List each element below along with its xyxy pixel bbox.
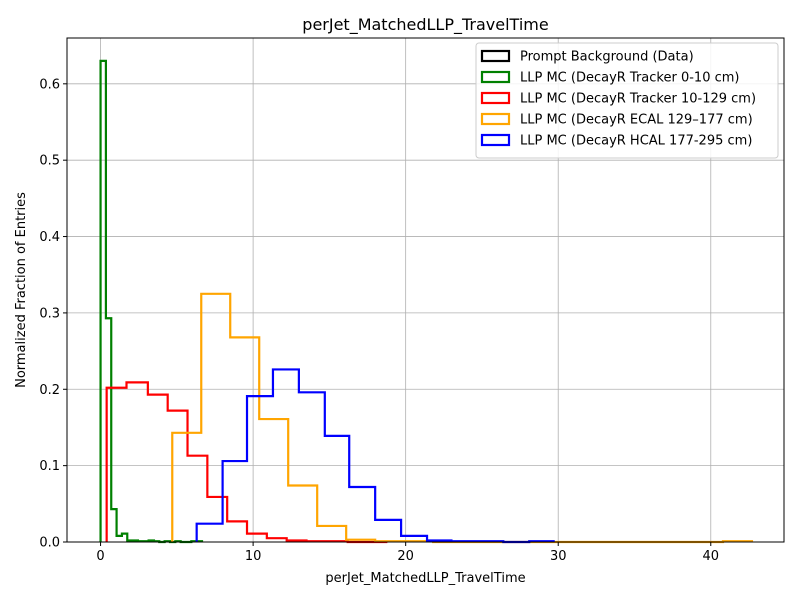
plot-frame bbox=[66, 37, 785, 543]
legend-entry: LLP MC (DecayR HCAL 177-295 cm) bbox=[520, 134, 752, 149]
chart-title: perJet_MatchedLLP_TravelTime bbox=[302, 15, 548, 35]
y-tick-label: 0.3 bbox=[39, 306, 60, 321]
x-axis-ticks: 0 10 20 30 40 bbox=[96, 542, 719, 564]
series-step-2 bbox=[105, 381, 388, 544]
y-tick-label: 0.2 bbox=[39, 383, 60, 398]
legend-entry: Prompt Background (Data) bbox=[520, 50, 694, 65]
x-tick-label: 0 bbox=[96, 549, 104, 564]
series-step-4 bbox=[195, 368, 555, 544]
y-tick-label: 0.5 bbox=[39, 154, 60, 169]
legend-swatch bbox=[480, 49, 511, 63]
x-axis-label: perJet_MatchedLLP_TravelTime bbox=[325, 571, 525, 586]
legend-entry: LLP MC (DecayR ECAL 129–177 cm) bbox=[520, 113, 753, 128]
legend-swatch bbox=[480, 91, 511, 105]
y-axis-label: Normalized Fraction of Entries bbox=[14, 192, 29, 388]
legend-entry: LLP MC (DecayR Tracker 0-10 cm) bbox=[520, 71, 739, 86]
y-tick-label: 0.4 bbox=[39, 230, 60, 245]
legend-swatch bbox=[480, 133, 511, 147]
legend: Prompt Background (Data) LLP MC (DecayR T… bbox=[475, 42, 779, 159]
legend-entry: LLP MC (DecayR Tracker 10-129 cm) bbox=[520, 92, 756, 107]
legend-box bbox=[475, 42, 779, 159]
legend-swatch bbox=[480, 70, 511, 84]
x-tick-label: 40 bbox=[703, 549, 720, 564]
legend-swatch bbox=[480, 112, 511, 126]
grid-layer bbox=[67, 38, 784, 543]
x-tick-label: 30 bbox=[550, 549, 567, 564]
x-tick-label: 20 bbox=[397, 549, 414, 564]
y-tick-label: 0.1 bbox=[39, 459, 60, 474]
y-tick-label: 0.6 bbox=[39, 77, 60, 92]
y-axis-ticks: 0.0 0.1 0.2 0.3 0.4 0.5 0.6 bbox=[39, 77, 67, 551]
y-tick-label: 0.0 bbox=[39, 536, 60, 551]
x-tick-label: 10 bbox=[245, 549, 262, 564]
